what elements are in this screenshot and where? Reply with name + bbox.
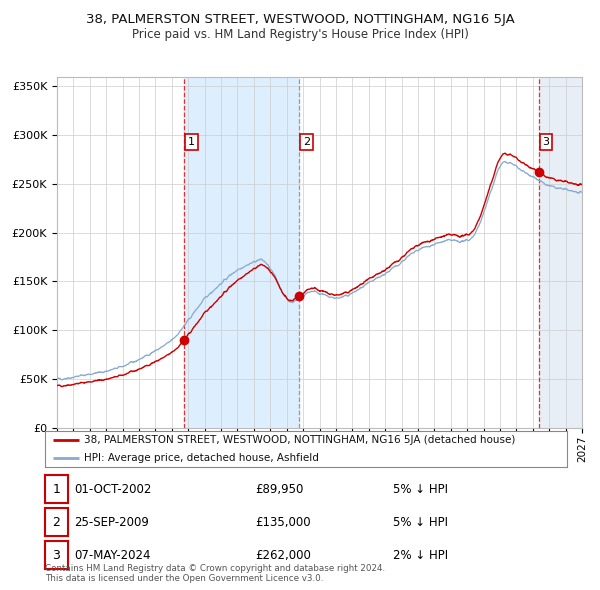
- Bar: [539, 77, 582, 428]
- Text: £135,000: £135,000: [255, 516, 311, 529]
- Text: 01-OCT-2002: 01-OCT-2002: [74, 483, 151, 496]
- Text: 07-MAY-2024: 07-MAY-2024: [74, 549, 151, 562]
- Bar: [184, 77, 299, 428]
- Text: 2% ↓ HPI: 2% ↓ HPI: [393, 549, 448, 562]
- Text: HPI: Average price, detached house, Ashfield: HPI: Average price, detached house, Ashf…: [84, 453, 319, 463]
- Text: 25-SEP-2009: 25-SEP-2009: [74, 516, 149, 529]
- Text: 2: 2: [52, 516, 61, 529]
- Text: 3: 3: [52, 549, 61, 562]
- Text: £262,000: £262,000: [255, 549, 311, 562]
- Text: 38, PALMERSTON STREET, WESTWOOD, NOTTINGHAM, NG16 5JA: 38, PALMERSTON STREET, WESTWOOD, NOTTING…: [86, 13, 514, 26]
- Text: Contains HM Land Registry data © Crown copyright and database right 2024.
This d: Contains HM Land Registry data © Crown c…: [45, 563, 385, 583]
- Text: 38, PALMERSTON STREET, WESTWOOD, NOTTINGHAM, NG16 5JA (detached house): 38, PALMERSTON STREET, WESTWOOD, NOTTING…: [84, 435, 515, 445]
- Text: 5% ↓ HPI: 5% ↓ HPI: [393, 483, 448, 496]
- Text: 5% ↓ HPI: 5% ↓ HPI: [393, 516, 448, 529]
- Text: Price paid vs. HM Land Registry's House Price Index (HPI): Price paid vs. HM Land Registry's House …: [131, 28, 469, 41]
- Text: 1: 1: [52, 483, 61, 496]
- Text: 1: 1: [188, 137, 195, 147]
- Text: 2: 2: [303, 137, 310, 147]
- Text: 3: 3: [542, 137, 550, 147]
- Text: £89,950: £89,950: [255, 483, 304, 496]
